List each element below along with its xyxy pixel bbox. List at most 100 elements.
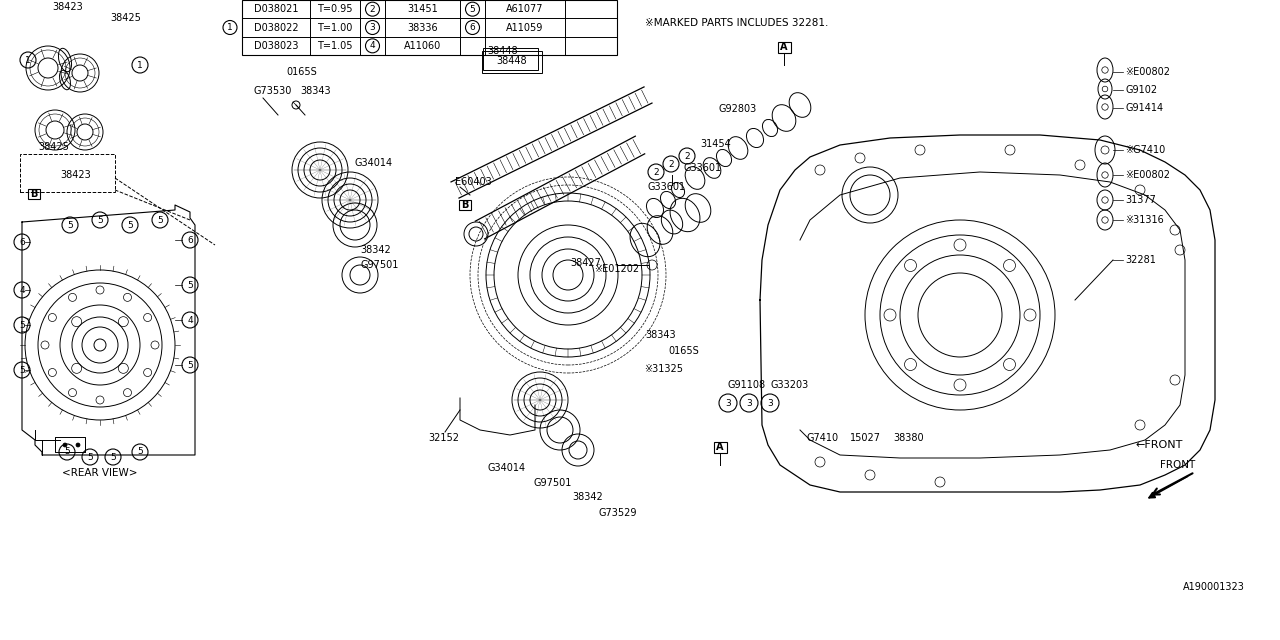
Text: 5: 5 [67,221,73,230]
Text: ※E00802: ※E00802 [1125,170,1170,180]
Text: 0165S: 0165S [668,346,699,356]
Text: 2: 2 [653,168,659,177]
Text: G73530: G73530 [253,86,292,96]
Text: 5: 5 [470,4,475,13]
Text: 6: 6 [19,237,24,246]
Text: ←FRONT: ←FRONT [1135,440,1183,450]
Text: 4: 4 [370,42,375,51]
Text: D038021: D038021 [253,4,298,14]
Text: 2: 2 [370,4,375,13]
Text: <REAR VIEW>: <REAR VIEW> [63,468,138,478]
Text: 5: 5 [110,452,116,461]
Text: 38343: 38343 [300,86,330,96]
Circle shape [76,443,81,447]
Text: 4: 4 [187,316,193,324]
Text: 5: 5 [137,447,143,456]
Text: 3: 3 [370,23,375,32]
Text: 38425: 38425 [110,13,141,23]
Text: ※MARKED PARTS INCLUDES 32281.: ※MARKED PARTS INCLUDES 32281. [645,18,828,28]
Text: 38448: 38448 [486,46,517,56]
Text: G9102: G9102 [1125,85,1157,95]
Text: 3: 3 [746,399,751,408]
Text: G33601: G33601 [648,182,686,192]
Text: 6: 6 [470,23,475,32]
Text: 1: 1 [137,61,143,70]
Text: G91414: G91414 [1125,103,1164,113]
Text: 32281: 32281 [1125,255,1156,265]
Text: 1: 1 [26,56,31,65]
Text: 5: 5 [19,321,24,330]
Text: 0165S: 0165S [285,67,316,77]
Text: A11059: A11059 [507,22,544,33]
Text: 5: 5 [97,216,102,225]
Text: E60403: E60403 [454,177,492,187]
Text: 38423: 38423 [60,170,91,180]
Text: 3: 3 [767,399,773,408]
Text: G73529: G73529 [598,508,636,518]
Text: 5: 5 [87,452,93,461]
Text: 5: 5 [187,360,193,369]
Text: G7410: G7410 [806,433,838,443]
Text: D038022: D038022 [253,22,298,33]
Text: FRONT: FRONT [1160,460,1196,470]
Text: G97501: G97501 [532,478,571,488]
Text: B: B [31,189,37,199]
Text: T=0.95: T=0.95 [317,4,353,14]
Bar [483,48,538,70]
Text: ※31316: ※31316 [1125,215,1164,225]
Bar [483,51,541,73]
Text: 5: 5 [157,216,163,225]
Text: 38342: 38342 [360,245,390,255]
Text: 31454: 31454 [700,139,731,149]
Text: G34014: G34014 [355,158,392,168]
Bar [777,42,791,52]
Text: A: A [717,442,723,452]
Text: 38342: 38342 [572,492,603,502]
Text: 5: 5 [187,280,193,289]
Text: 31451: 31451 [407,4,438,14]
Text: G34014: G34014 [486,463,525,473]
Text: G33203: G33203 [771,380,808,390]
Text: 38427: 38427 [570,258,600,268]
Bar [20,154,115,192]
Text: B: B [461,200,468,210]
Text: 5: 5 [64,447,70,456]
Text: 5: 5 [19,365,24,374]
Bar [55,437,84,452]
Text: ※31325: ※31325 [644,364,684,374]
Text: 38336: 38336 [407,22,438,33]
Text: 38380: 38380 [893,433,924,443]
Text: A190001323: A190001323 [1183,582,1245,592]
Text: 6: 6 [187,236,193,244]
Text: 2: 2 [668,159,673,168]
Text: 5: 5 [127,221,133,230]
Bar [242,0,617,55]
Text: 38423: 38423 [52,2,83,12]
Text: A11060: A11060 [404,41,442,51]
Bar [28,189,40,199]
Text: G33601: G33601 [684,163,721,173]
Text: 38425: 38425 [38,142,69,152]
Text: 32152: 32152 [428,433,460,443]
Text: A61077: A61077 [507,4,544,14]
Bar [713,442,727,452]
Text: 38343: 38343 [645,330,676,340]
Text: ※E00802: ※E00802 [1125,67,1170,77]
Text: 15027: 15027 [850,433,881,443]
Text: D038023: D038023 [253,41,298,51]
Text: 4: 4 [19,285,24,294]
Text: 38448: 38448 [497,56,527,66]
Bar [460,200,471,210]
Text: T=1.05: T=1.05 [317,41,353,51]
Text: ※E01202: ※E01202 [594,264,639,274]
Text: G97501: G97501 [360,260,398,270]
Text: 1: 1 [227,23,233,32]
Text: T=1.00: T=1.00 [317,22,353,33]
Text: A: A [781,42,787,52]
Text: 3: 3 [726,399,731,408]
Text: G92803: G92803 [718,104,756,114]
Text: 31377: 31377 [1125,195,1156,205]
Text: G91108: G91108 [727,380,765,390]
Text: ※G7410: ※G7410 [1125,145,1165,155]
Text: 2: 2 [685,152,690,161]
